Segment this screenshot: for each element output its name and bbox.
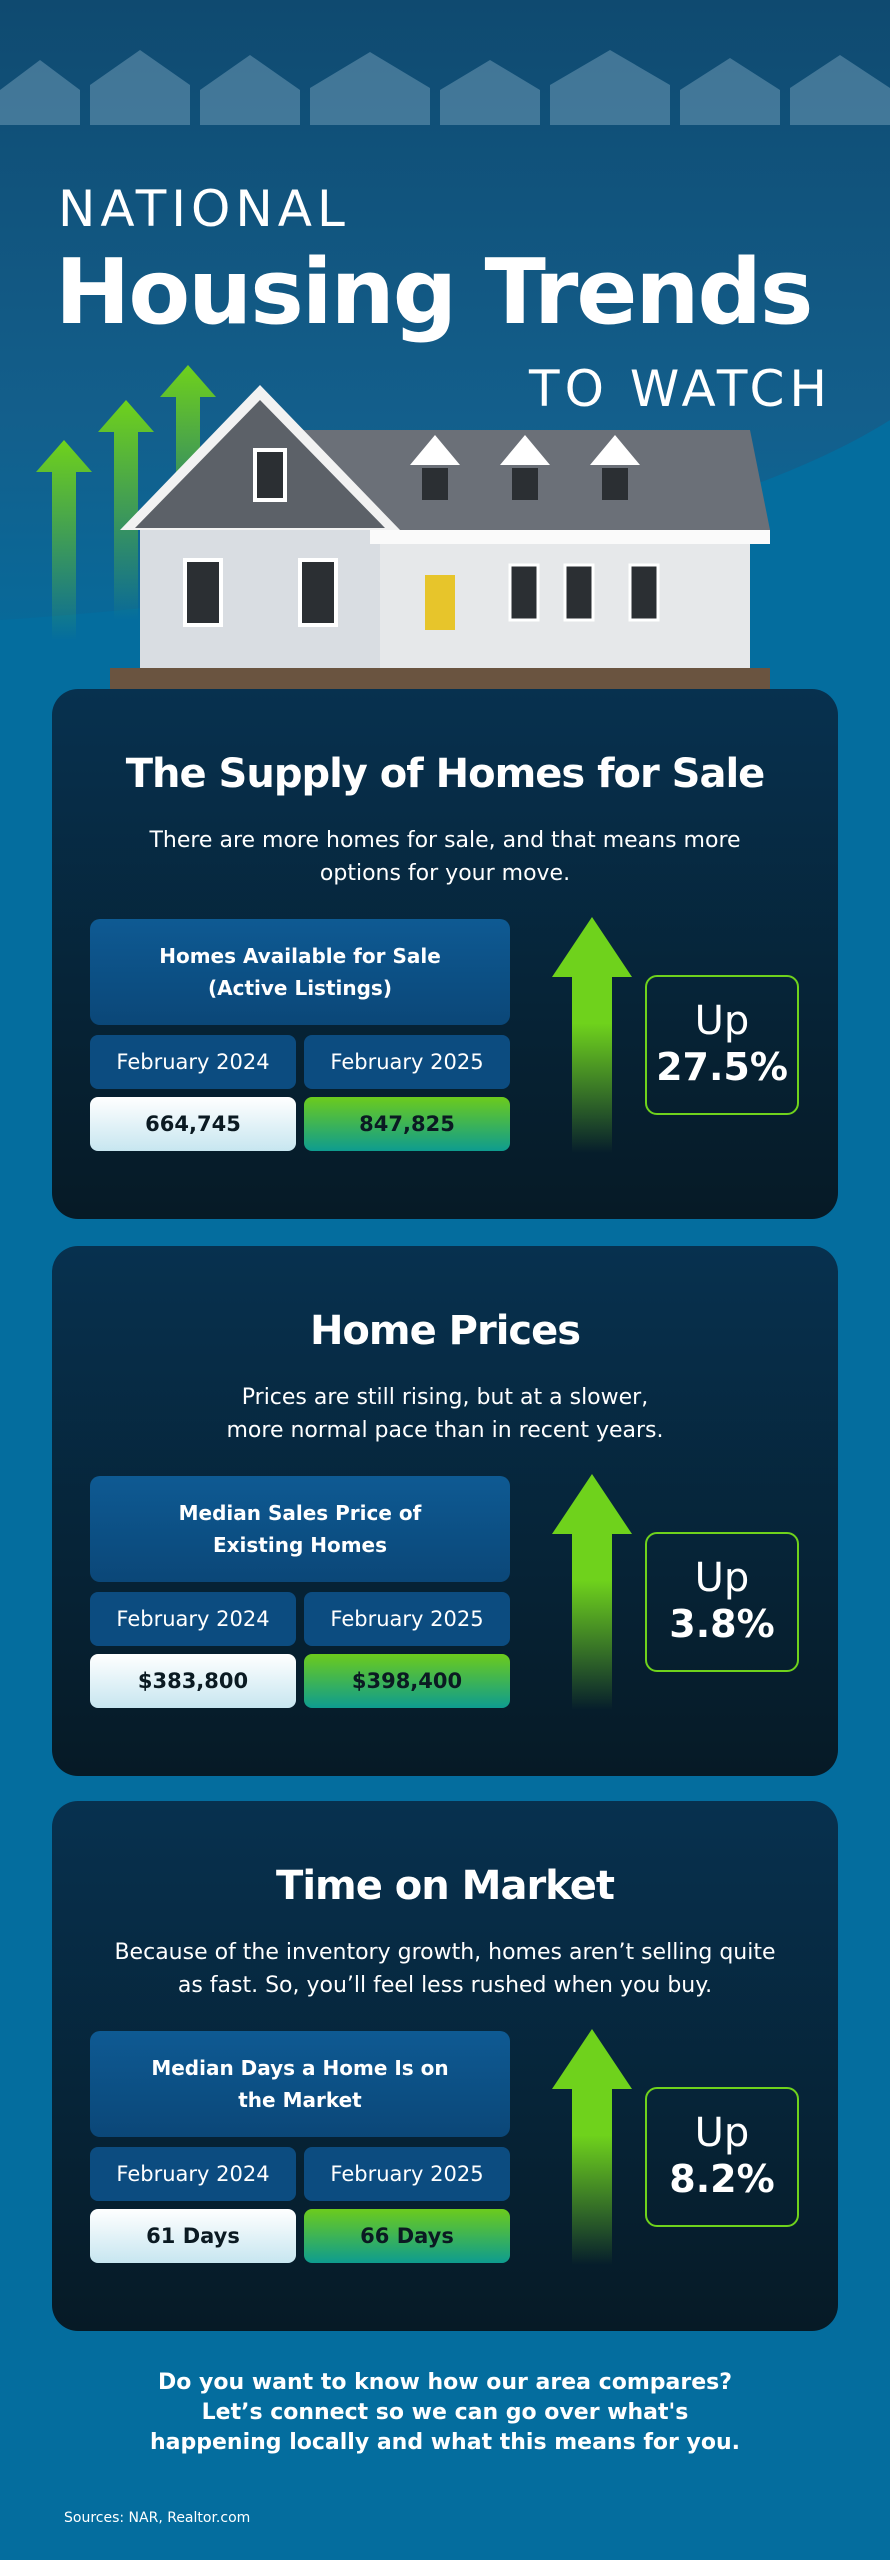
card-title: The Supply of Homes for Sale [125,751,766,797]
value-2024: 61 Days [90,2209,296,2263]
header-line1: NATIONAL [58,180,350,238]
card-subtitle: Because of the inventory growth, homes a… [114,1940,776,1998]
value-2024: $383,800 [90,1654,296,1708]
value-2025: 847,825 [304,1097,510,1151]
card-home-prices: Home Prices Prices are still rising, but… [52,1246,838,1776]
sources: Sources: NAR, Realtor.com [64,2510,251,2526]
up-label: Up [694,998,750,1044]
call-to-action: Do you want to know how our area compare… [0,2368,890,2458]
change-badge: Up 3.8% [645,1532,799,1672]
up-arrow-icon [552,917,632,1153]
up-arrow-icon [552,1474,632,1710]
date-label-2024: February 2024 [90,2147,296,2201]
metric-label: Median Sales Price of Existing Homes [90,1476,510,1582]
neighborhood-skyline-image [0,50,890,125]
up-label: Up [694,1555,750,1601]
value-2025: 66 Days [304,2209,510,2263]
date-label-2025: February 2025 [304,2147,510,2201]
value-2025: $398,400 [304,1654,510,1708]
card-time-on-market: Time on Market Because of the inventory … [52,1801,838,2331]
date-label-2024: February 2024 [90,1592,296,1646]
change-badge: Up 27.5% [645,975,799,1115]
header-line3: TO WATCH [529,360,832,418]
card-subtitle: There are more homes for sale, and that … [149,828,741,886]
card-title: Home Prices [309,1308,581,1354]
page-title: Housing Trends [55,240,813,345]
metric-label: Median Days a Home Is on the Market [90,2031,510,2137]
up-label: Up [694,2110,750,2156]
hero-banner: NATIONAL Housing Trends TO WATCH [0,0,890,700]
change-value: 27.5% [656,1045,788,1089]
change-value: 3.8% [669,1602,775,1646]
house-image [110,385,770,690]
value-2024: 664,745 [90,1097,296,1151]
metric-label: Homes Available for Sale (Active Listing… [90,919,510,1025]
date-label-2025: February 2025 [304,1035,510,1089]
change-badge: Up 8.2% [645,2087,799,2227]
date-label-2024: February 2024 [90,1035,296,1089]
green-arrow-icon [36,440,92,640]
cta-text: Do you want to know how our area compare… [150,2370,740,2455]
card-title: Time on Market [276,1863,615,1909]
date-label-2025: February 2025 [304,1592,510,1646]
up-arrow-icon [552,2029,632,2265]
card-subtitle: Prices are still rising, but at a slower… [226,1385,664,1443]
green-arrow-icon [98,400,154,620]
card-supply: The Supply of Homes for Sale There are m… [52,689,838,1219]
change-value: 8.2% [669,2157,775,2201]
